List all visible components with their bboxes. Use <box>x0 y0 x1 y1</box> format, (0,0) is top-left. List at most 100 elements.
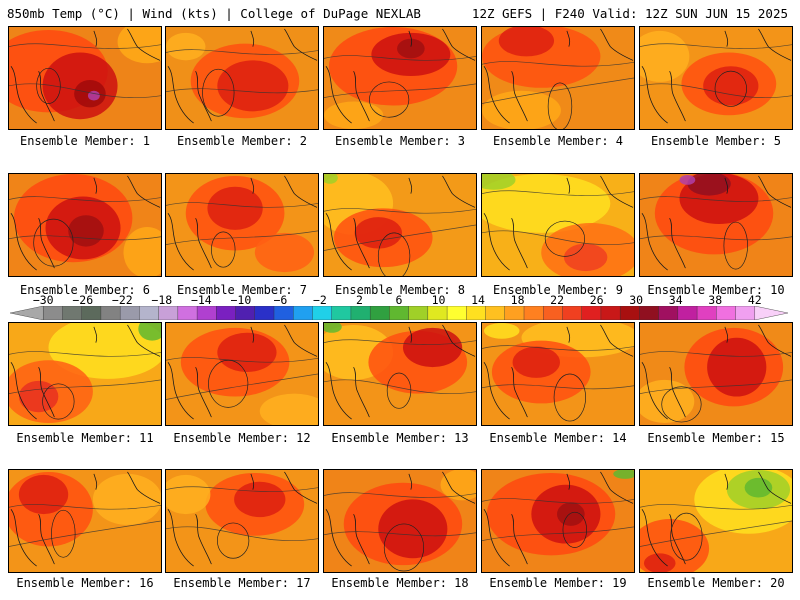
ensemble-member-label: Ensemble Member: 12 <box>173 431 311 445</box>
colorbar-swatch <box>369 306 391 320</box>
height-contour <box>208 359 249 408</box>
colorbar-swatch <box>696 306 718 320</box>
temperature-shading <box>744 477 773 498</box>
coastline <box>10 28 161 124</box>
temperature-field <box>166 174 318 276</box>
ensemble-member-label: Ensemble Member: 13 <box>331 431 469 445</box>
ensemble-panel <box>165 26 319 130</box>
height-contour <box>211 231 236 268</box>
height-contour <box>324 55 476 98</box>
coastline <box>641 28 792 124</box>
colorbar-tick-label: −6 <box>273 293 288 307</box>
colorbar-tick-label: 10 <box>431 293 446 307</box>
height-contour <box>324 492 476 537</box>
temperature-shading <box>166 32 206 61</box>
temperature-shading <box>18 474 69 515</box>
colorbar-tick-label: 2 <box>356 293 363 307</box>
ensemble-member-label: Ensemble Member: 1 <box>19 134 151 148</box>
ensemble-member-label: Ensemble Member: 20 <box>647 576 785 590</box>
colorbar-tick-label: −26 <box>72 293 94 307</box>
temperature-shading <box>234 481 286 518</box>
temperature-field <box>324 174 476 276</box>
coastline <box>483 324 634 420</box>
colorbar-tick-label: 34 <box>668 293 683 307</box>
ensemble-member-label: Ensemble Member: 16 <box>16 576 154 590</box>
colorbar-tick-label: 18 <box>510 293 525 307</box>
colorbar-swatch <box>389 306 410 320</box>
colorbar-swatch <box>562 306 583 320</box>
height-contour <box>202 68 235 117</box>
ensemble-panel <box>639 26 793 130</box>
model-run-info: 12Z GEFS | F240 Valid: 12Z SUN JUN 15 20… <box>471 6 788 21</box>
ensemble-panel <box>481 26 635 130</box>
colorbar-tick-label: 38 <box>708 293 723 307</box>
height-contour <box>9 504 161 547</box>
height-contour <box>640 196 792 241</box>
colorbar-swatch <box>350 306 371 320</box>
temperature-field <box>9 470 161 572</box>
temperature-field <box>324 323 476 425</box>
ensemble-member-label: Ensemble Member: 15 <box>647 431 785 445</box>
colorbar-swatch <box>466 306 487 320</box>
colorbar-swatch <box>158 306 179 320</box>
colorbar-swatch <box>523 306 544 320</box>
temperature-field <box>9 323 161 425</box>
ensemble-panel <box>639 173 793 277</box>
height-contour <box>9 196 161 241</box>
temperature-field <box>482 174 634 276</box>
ensemble-member-label: Ensemble Member: 2 <box>176 134 308 148</box>
ensemble-panel <box>8 26 162 130</box>
colorbar-swatch <box>619 306 641 320</box>
ensemble-panel <box>481 322 635 426</box>
temperature-shading <box>117 27 161 64</box>
coastline <box>167 28 318 124</box>
height-contour <box>670 512 703 561</box>
height-contour <box>36 67 61 104</box>
temperature-shading <box>138 323 161 341</box>
height-contour <box>640 43 792 99</box>
ensemble-member-label: Ensemble Member: 18 <box>331 576 469 590</box>
ensemble-panel <box>481 173 635 277</box>
colorbar-tick-label: 14 <box>471 293 485 307</box>
temperature-shading <box>643 553 676 572</box>
coastline <box>483 175 634 271</box>
colorbar-swatch <box>543 306 564 320</box>
colorbar-tick-label: 6 <box>395 293 403 307</box>
temperature-field <box>640 323 792 425</box>
height-contour <box>482 61 634 104</box>
colorbar-swatch <box>581 306 602 320</box>
coastline <box>10 324 161 420</box>
coastline <box>325 471 476 567</box>
ensemble-panel <box>639 469 793 573</box>
ensemble-panel <box>323 26 477 130</box>
coastline <box>167 471 318 567</box>
temperature-field <box>166 27 318 129</box>
temperature-shading <box>613 470 634 479</box>
ensemble-panel <box>323 322 477 426</box>
ensemble-member-label: Ensemble Member: 19 <box>489 576 627 590</box>
colorbar-swatch <box>235 306 256 320</box>
temperature-field <box>324 470 476 572</box>
ensemble-member-label: Ensemble Member: 9 <box>492 283 624 297</box>
height-contour <box>9 43 161 99</box>
colorbar-tick-label: 22 <box>550 293 565 307</box>
height-contour <box>166 49 318 94</box>
height-contour <box>324 339 476 395</box>
ensemble-panel <box>165 322 319 426</box>
map-title: 850mb Temp (°C) | Wind (kts) | College o… <box>7 6 421 21</box>
coastline <box>641 471 792 567</box>
height-contour <box>166 202 318 245</box>
temperature-shading <box>482 174 516 190</box>
ensemble-member-label: Ensemble Member: 7 <box>176 283 308 297</box>
temperature-colorbar <box>10 306 788 320</box>
temperature-shading <box>324 323 342 333</box>
height-contour <box>51 509 76 558</box>
temperature-shading <box>378 499 448 559</box>
colorbar-swatch <box>254 306 275 320</box>
height-contour <box>714 70 747 107</box>
colorbar-tick-label: −22 <box>111 293 133 307</box>
temperature-shading <box>640 379 695 424</box>
temperature-shading <box>687 174 731 196</box>
temperature-shading <box>482 90 561 129</box>
colorbar-swatch <box>735 306 756 320</box>
